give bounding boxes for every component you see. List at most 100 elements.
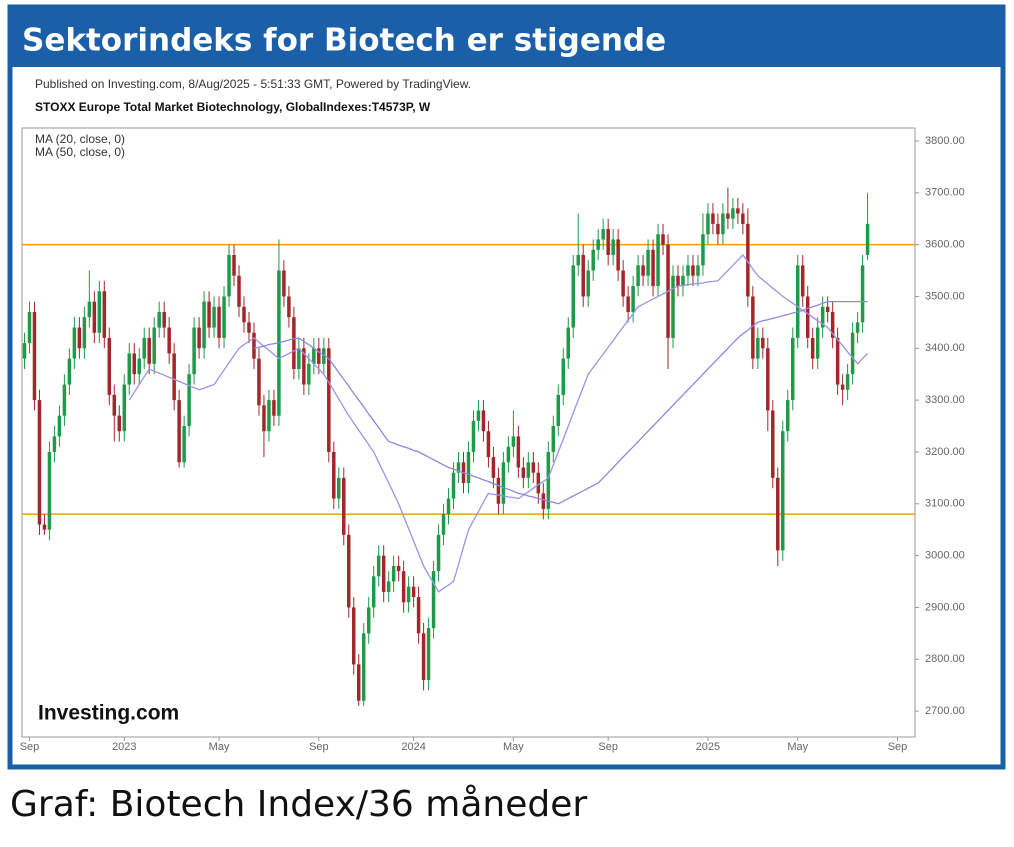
candle-body [850, 332, 855, 375]
candle-body [396, 565, 401, 572]
candle-body [825, 306, 830, 312]
x-tick-label: 2023 [112, 741, 136, 753]
candle-body [686, 265, 690, 276]
x-tick-label: May [209, 741, 230, 753]
candle-body [217, 306, 221, 338]
candle-body [810, 337, 815, 359]
candle-body [446, 498, 451, 515]
candle-body [232, 254, 236, 276]
candle-body [342, 477, 346, 535]
candle-body [431, 571, 436, 629]
candle-body [32, 311, 37, 401]
candle-body [776, 477, 780, 551]
candle-body [57, 415, 62, 437]
candle-body [616, 239, 620, 271]
candle-body [701, 234, 705, 266]
candle-body [47, 451, 52, 530]
candle-body [262, 405, 266, 432]
candle-body [292, 317, 296, 370]
candle-body [676, 275, 680, 287]
candle-body [526, 462, 531, 478]
candle-body [726, 213, 730, 219]
y-tick-label: 3500.00 [925, 290, 965, 302]
candle-body [187, 374, 191, 427]
candle-body [656, 234, 660, 287]
candle-body [566, 327, 571, 359]
candle-body [556, 394, 561, 427]
candle-body [356, 664, 361, 701]
candle-body [786, 400, 790, 432]
candle-body [381, 555, 386, 592]
candle-body [157, 311, 161, 328]
candle-body [716, 223, 720, 235]
candle-body [795, 265, 800, 338]
x-tick-label: May [503, 741, 524, 753]
y-tick-label: 2800.00 [925, 653, 965, 665]
x-tick-label: 2024 [401, 741, 425, 753]
candle-body [706, 213, 710, 235]
candle-body [516, 436, 521, 468]
candle-body [312, 348, 316, 364]
candle-body [696, 265, 700, 276]
x-tick-label: Sep [598, 741, 618, 753]
candle-body [117, 415, 122, 432]
candle-body [860, 265, 865, 323]
candle-body [506, 446, 511, 463]
legend-entry: MA (50, close, 0) [35, 145, 125, 159]
candle-body [172, 353, 176, 401]
published-note: Published on Investing.com, 8/Aug/2025 -… [35, 77, 471, 91]
candle-body [426, 628, 431, 680]
candle-body [830, 311, 835, 338]
candle-body [451, 472, 456, 499]
candle-body [347, 534, 351, 608]
candle-body [631, 286, 635, 312]
moving-average-line [253, 300, 868, 505]
candle-body [456, 462, 461, 473]
candle-body [855, 322, 860, 333]
candle-body [212, 306, 216, 328]
candle-body [541, 493, 546, 509]
candle-body [72, 327, 77, 359]
candle-body [227, 254, 231, 297]
candle-body [207, 301, 211, 328]
candle-body [132, 353, 136, 375]
candle-body [192, 327, 196, 375]
candle-body [297, 348, 301, 370]
candle-body [202, 301, 206, 349]
candle-body [691, 265, 695, 276]
logo: Investing.com [38, 702, 179, 725]
y-tick-label: 3100.00 [925, 498, 965, 510]
candle-body [800, 265, 805, 297]
candle-body [651, 249, 655, 287]
plot-frame [21, 127, 916, 738]
y-tick-label: 3700.00 [925, 187, 965, 199]
candle-body [332, 451, 336, 499]
chart-title: Sektorindeks for Biotech er stigende [22, 23, 666, 59]
candle-body [661, 234, 665, 245]
candle-body [337, 477, 341, 499]
candle-body [127, 353, 132, 385]
candle-body [197, 327, 201, 349]
candle-body [391, 565, 396, 582]
candle-body [501, 462, 506, 504]
candle-body [626, 296, 630, 312]
candle-body [561, 358, 566, 395]
candle-body [406, 586, 411, 603]
candle-body [581, 254, 585, 297]
candle-body [416, 597, 421, 634]
candle-body [366, 607, 371, 634]
candle-body [845, 374, 850, 390]
y-tick-label: 3300.00 [925, 394, 965, 406]
candle-body [252, 332, 256, 359]
candle-body [112, 394, 117, 416]
candle-body [820, 306, 825, 328]
candle-body [546, 451, 551, 509]
candle-body [441, 514, 446, 535]
candle-body [322, 348, 326, 364]
candle-body [222, 296, 226, 338]
candle-body [307, 363, 311, 385]
candle-body [257, 358, 261, 406]
candle-body [736, 208, 740, 214]
